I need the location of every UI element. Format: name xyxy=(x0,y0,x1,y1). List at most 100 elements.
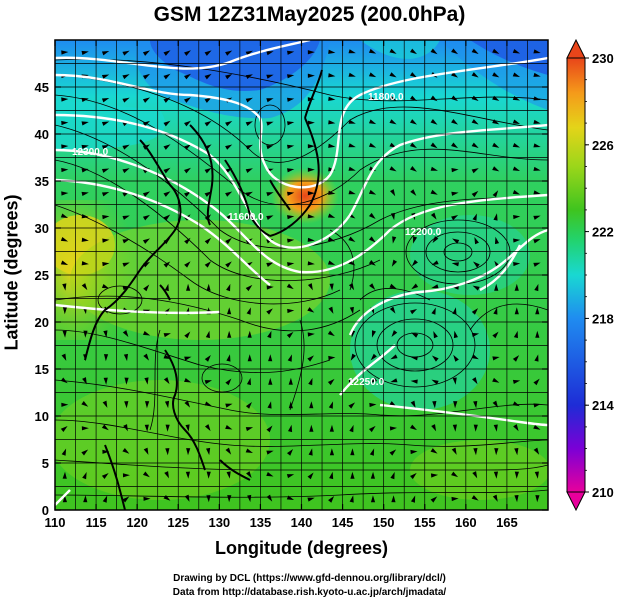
x-tick-label: 150 xyxy=(373,515,395,530)
wind-arrow xyxy=(245,191,253,197)
wind-arrow xyxy=(368,72,377,78)
wind-arrow xyxy=(165,448,170,456)
wind-arrow xyxy=(266,74,274,79)
wind-arrow xyxy=(431,355,439,362)
wind-arrow xyxy=(494,236,500,245)
wind-arrow xyxy=(307,73,315,78)
wind-arrow xyxy=(205,330,210,339)
wind-arrow xyxy=(101,145,110,150)
wind-arrow xyxy=(349,424,354,433)
colorbar-tick-label: 214 xyxy=(592,398,614,413)
wind-arrow xyxy=(432,236,439,244)
wind-arrow xyxy=(533,215,541,220)
wind-arrow xyxy=(164,283,169,292)
wind-arrow xyxy=(144,377,149,385)
wind-arrow xyxy=(413,236,418,244)
wind-arrow xyxy=(533,166,541,171)
wind-arrow xyxy=(204,97,212,103)
wind-arrow xyxy=(60,237,69,242)
wind-arrow xyxy=(103,377,108,385)
contour-label: 12200.0 xyxy=(405,227,442,238)
wind-arrow xyxy=(430,166,438,171)
wind-arrow xyxy=(493,213,498,221)
wind-arrow xyxy=(533,96,541,101)
wind-arrow xyxy=(368,95,377,101)
wind-arrow xyxy=(225,403,233,408)
wind-arrow xyxy=(368,259,376,266)
wind-arrow xyxy=(389,72,397,78)
wind-arrow xyxy=(514,495,519,503)
wind-arrow xyxy=(492,142,500,148)
y-axis-ticks: 0 5 10 15 20 25 30 35 40 45 xyxy=(35,80,548,518)
wind-arrow xyxy=(492,95,500,101)
wind-arrow xyxy=(143,496,151,501)
wind-arrow xyxy=(287,97,295,102)
wind-arrow xyxy=(451,496,459,502)
wind-arrow xyxy=(163,97,171,103)
wind-arrow xyxy=(371,330,377,338)
wind-arrow xyxy=(184,73,192,80)
wind-arrow xyxy=(62,283,67,291)
wind-arrow xyxy=(163,73,171,80)
wind-arrow xyxy=(184,261,191,268)
colorbar-tick-label: 222 xyxy=(592,225,614,240)
wind-arrow xyxy=(348,49,356,54)
wind-arrow xyxy=(226,354,231,362)
wind-arrow xyxy=(204,401,212,407)
wind-arrow xyxy=(348,72,356,77)
wind-arrow xyxy=(266,450,274,455)
wind-arrow xyxy=(122,215,130,220)
wind-arrow xyxy=(266,121,274,126)
y-axis-label: Latitude (degrees) xyxy=(1,194,22,351)
colorbar-tick-label: 230 xyxy=(592,51,614,66)
wind-arrow xyxy=(266,494,273,502)
wind-arrow xyxy=(124,377,129,385)
wind-arrow xyxy=(163,120,171,127)
wind-arrow xyxy=(184,331,191,339)
wind-arrow xyxy=(288,401,293,409)
wind-arrow xyxy=(225,191,233,197)
wind-arrow xyxy=(492,190,499,198)
wind-arrow xyxy=(389,95,397,101)
x-tick-label: 135 xyxy=(250,515,272,530)
wind-arrow xyxy=(533,190,541,195)
wind-arrow xyxy=(267,401,272,409)
wind-arrow xyxy=(225,424,233,430)
wind-arrow xyxy=(185,471,190,479)
wind-arrow xyxy=(534,283,539,292)
wind-arrow xyxy=(512,401,520,407)
wind-arrow xyxy=(61,402,69,407)
x-axis-label: Longitude (degrees) xyxy=(214,538,388,558)
wind-arrow xyxy=(514,447,519,456)
wind-arrow xyxy=(512,189,521,195)
wind-arrow xyxy=(471,142,479,149)
wind-arrow xyxy=(245,50,253,56)
wind-arrow xyxy=(266,308,273,315)
wind-arrow xyxy=(122,330,129,338)
wind-arrow xyxy=(268,354,273,362)
x-axis-ticks: 110 115 120 125 130 135 140 145 150 155 160 165 xyxy=(45,40,518,530)
wind-arrow xyxy=(473,261,480,268)
wind-arrow xyxy=(474,236,479,245)
wind-arrow xyxy=(471,95,479,102)
wind-arrow xyxy=(409,142,418,149)
wind-arrow xyxy=(206,495,211,503)
wind-arrow xyxy=(329,448,335,456)
wind-arrow xyxy=(430,448,438,454)
wind-arrow xyxy=(492,400,499,408)
wind-arrow xyxy=(225,50,233,56)
wind-arrow xyxy=(101,283,110,289)
wind-arrow xyxy=(81,237,89,242)
wind-arrow xyxy=(390,212,395,221)
wind-arrow xyxy=(471,354,479,360)
wind-arrow xyxy=(184,377,192,383)
wind-arrow xyxy=(142,471,150,478)
wind-arrow xyxy=(431,284,439,289)
colorbar-min-triangle xyxy=(566,491,586,512)
wind-arrow xyxy=(453,330,458,339)
x-tick-label: 120 xyxy=(126,515,148,530)
wind-arrow xyxy=(430,496,438,503)
wind-arrow xyxy=(348,166,356,171)
wind-arrow xyxy=(492,48,500,54)
